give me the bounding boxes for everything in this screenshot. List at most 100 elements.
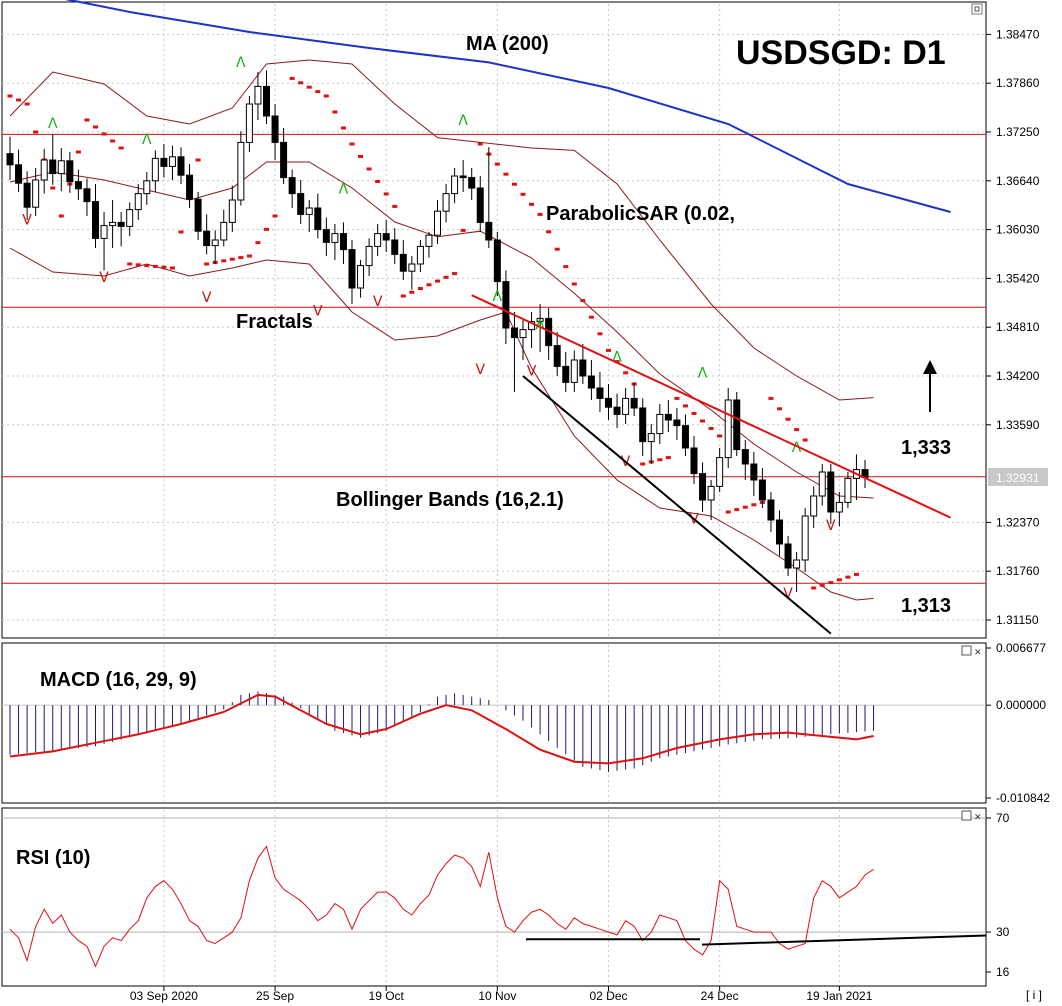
- sar-dot: [118, 146, 124, 150]
- rsi-tick-label: 70: [996, 811, 1010, 825]
- sar-dot: [93, 125, 98, 129]
- macd-pane-close-icon[interactable]: ✕: [974, 648, 982, 658]
- sar-dot: [614, 360, 620, 364]
- sar-dot: [665, 456, 671, 460]
- sar-dot: [33, 130, 39, 134]
- level-high-label: 1,333: [901, 437, 951, 459]
- sar-dot: [135, 263, 141, 267]
- time-tick-label: 19 Jan 2021: [806, 989, 872, 1003]
- time-tick-label: 19 Oct: [369, 989, 405, 1003]
- candle: [117, 212, 125, 247]
- candle: [365, 238, 373, 276]
- sar-dot: [580, 299, 586, 303]
- candle: [6, 136, 14, 180]
- candle: [630, 382, 638, 416]
- current-price-marker: [988, 468, 1048, 486]
- candle: [818, 464, 826, 506]
- sar-dot: [511, 182, 517, 186]
- sar-dot: [400, 294, 406, 298]
- candle: [647, 424, 655, 464]
- price-pane: [1, 1, 987, 639]
- candle: [32, 168, 40, 216]
- sar-dot: [742, 505, 748, 509]
- sar-dot: [443, 275, 449, 279]
- current-price-label: 1.32931: [996, 471, 1040, 485]
- sar-dot: [819, 583, 825, 587]
- sar-dot: [435, 279, 440, 283]
- sar-dot: [811, 586, 817, 590]
- price-tick-label: 1.33590: [996, 418, 1040, 432]
- sar-dot: [16, 98, 22, 102]
- sar-dot: [332, 110, 338, 114]
- trend-line-black: [522, 375, 832, 635]
- sar-dot: [777, 407, 782, 411]
- candle: [528, 312, 536, 348]
- sar-dot: [323, 94, 329, 98]
- fractal-down-icon: V: [373, 294, 383, 310]
- candle: [348, 240, 356, 304]
- candle: [263, 70, 270, 124]
- fractal-up-icon: Ʌ: [339, 182, 349, 198]
- sar-label: ParabolicSAR (0.02,: [546, 203, 735, 225]
- price-tick-label: 1.37250: [996, 125, 1040, 139]
- macd-tick-label: 0.006677: [996, 641, 1046, 655]
- candle: [690, 436, 698, 484]
- sar-dot: [520, 192, 526, 196]
- candle: [57, 148, 65, 192]
- time-tick-label: 25 Sep: [256, 989, 294, 1003]
- info-button[interactable]: [ i ]: [1026, 988, 1042, 1002]
- macd-signal-line: [9, 693, 874, 765]
- candle: [664, 400, 672, 432]
- candle: [801, 508, 809, 572]
- candle: [134, 184, 142, 220]
- sar-dot: [554, 247, 560, 251]
- candle: [476, 176, 484, 232]
- bollinger-label: Bollinger Bands (16,2.1): [336, 489, 564, 511]
- fractal-down-icon: V: [826, 518, 836, 534]
- macd-pane: [1, 642, 987, 804]
- fractal-down-icon: V: [475, 362, 485, 378]
- candle: [66, 152, 74, 193]
- sar-dot: [674, 396, 680, 400]
- sar-dot: [178, 230, 184, 234]
- sar-dot: [238, 256, 244, 260]
- sar-dot: [229, 257, 235, 261]
- candle: [707, 480, 715, 520]
- sar-dot: [24, 102, 30, 106]
- candle: [434, 200, 441, 244]
- ma-label: MA (200): [466, 33, 549, 55]
- sar-dot: [640, 462, 646, 466]
- candle: [109, 200, 117, 248]
- rsi-pane-close-icon[interactable]: ✕: [974, 813, 982, 823]
- price-pane-close-icon[interactable]: [971, 3, 983, 15]
- time-tick-label: 03 Sep 2020: [130, 989, 198, 1003]
- candle: [835, 492, 843, 527]
- candle: [784, 536, 792, 576]
- fractals-label: Fractals: [236, 311, 313, 333]
- fractal-up-icon: Ʌ: [142, 132, 152, 148]
- sar-dot: [161, 265, 167, 269]
- sar-dot: [768, 396, 774, 400]
- candle: [810, 486, 818, 528]
- sar-dot: [169, 266, 175, 270]
- price-tick-label: 1.34200: [996, 369, 1040, 383]
- candle: [331, 224, 339, 260]
- candle: [519, 318, 527, 360]
- sar-dot: [152, 264, 158, 268]
- candle: [570, 350, 578, 392]
- time-tick-label: 10 Nov: [478, 989, 516, 1003]
- sar-dot: [708, 426, 714, 430]
- macd-pane-restore-icon[interactable]: [961, 645, 972, 656]
- candle: [160, 144, 168, 178]
- candle: [510, 312, 518, 392]
- candle: [399, 240, 407, 280]
- sar-dot: [623, 371, 629, 375]
- time-tick-label: 24 Dec: [701, 989, 739, 1003]
- candle: [553, 332, 561, 376]
- fractal-down-icon: V: [783, 586, 793, 602]
- sar-dot: [366, 167, 372, 171]
- candle: [220, 209, 228, 247]
- fractal-up-icon: Ʌ: [535, 318, 545, 334]
- rsi-pane-restore-icon[interactable]: [961, 810, 972, 821]
- candle: [681, 414, 689, 456]
